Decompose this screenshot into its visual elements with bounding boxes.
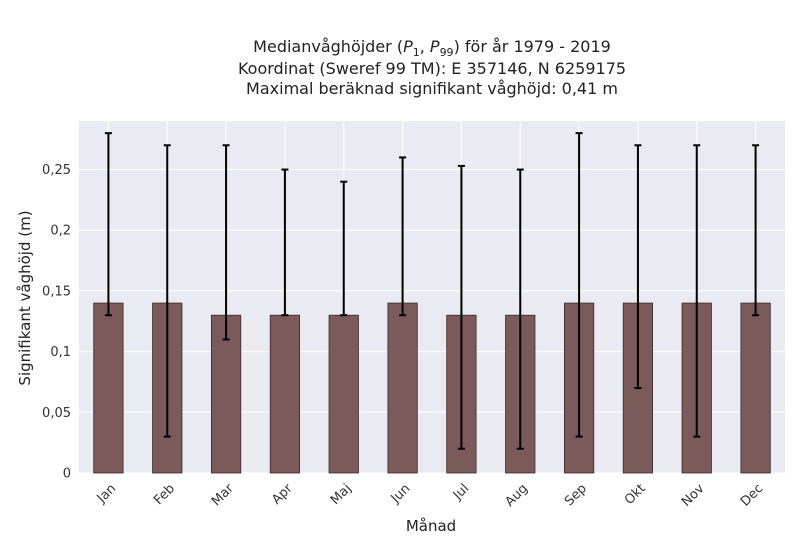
x-tick-label: Sep xyxy=(562,481,590,509)
y-tick-labels: 0 0,05 0,1 0,15 0,2 0,25 xyxy=(42,163,71,481)
x-tick-label: Mar xyxy=(209,481,237,509)
x-tick-label: Apr xyxy=(269,481,296,508)
x-tick-label: Aug xyxy=(503,481,532,510)
y-tick-label: 0,25 xyxy=(42,163,71,178)
x-tick-label: Okt xyxy=(622,481,649,508)
y-tick-label: 0,1 xyxy=(50,345,71,360)
x-tick-label: Dec xyxy=(738,481,766,509)
x-tick-labels: Jan Feb Mar Apr Maj Jun Jul Aug Sep Okt Nov Dec xyxy=(94,481,767,510)
x-tick-label: Feb xyxy=(151,481,178,508)
y-tick-label: 0 xyxy=(63,467,71,482)
y-tick-label: 0,05 xyxy=(42,406,71,421)
bar xyxy=(93,302,124,474)
x-axis-label: Månad xyxy=(406,517,456,535)
x-tick-label: Nov xyxy=(679,481,708,510)
chart-title-line-1: Medianvåghöjder (P1, P99) för år 1979 - … xyxy=(253,37,611,59)
x-tick-label: Jul xyxy=(450,481,472,503)
y-tick-label: 0,15 xyxy=(42,284,71,299)
x-tick-label: Jan xyxy=(94,481,119,506)
chart-title-line-2: Koordinat (Sweref 99 TM): E 357146, N 62… xyxy=(238,59,626,78)
chart-title-line-3: Maximal beräknad signifikant våghöjd: 0,… xyxy=(246,79,618,98)
bar xyxy=(740,302,771,474)
bar xyxy=(387,302,418,474)
error-bars xyxy=(104,132,760,450)
bar xyxy=(269,314,301,474)
x-tick-label: Maj xyxy=(328,481,355,508)
y-axis-label: Signifikant våghöjd (m) xyxy=(16,210,34,385)
y-tick-label: 0,2 xyxy=(50,224,71,239)
bars xyxy=(93,302,771,474)
plot-area xyxy=(79,121,785,473)
x-tick-label: Jun xyxy=(388,481,414,507)
bar xyxy=(328,314,359,474)
